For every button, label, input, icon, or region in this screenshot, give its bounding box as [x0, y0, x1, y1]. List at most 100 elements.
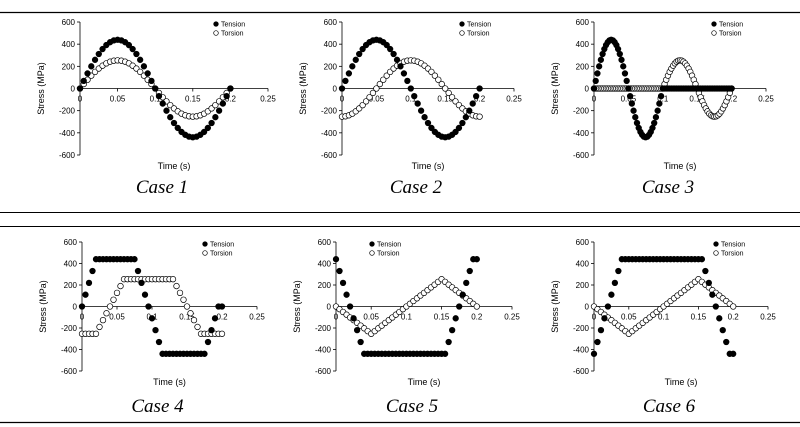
torsion-point — [96, 323, 103, 331]
y-tick-label: 600 — [576, 18, 590, 27]
tension-point — [356, 50, 363, 58]
tension-point — [459, 119, 466, 127]
legend-label-tension: Tension — [719, 22, 743, 29]
y-tick-label: 0 — [585, 303, 590, 312]
legend-marker-tension — [202, 241, 208, 247]
y-tick-label: -400 — [59, 129, 76, 138]
legend-marker-torsion — [202, 250, 208, 256]
tension-point — [626, 92, 634, 100]
y-axis-label: Stress (MPa) — [292, 280, 302, 333]
tension-point — [383, 41, 390, 49]
x-tick-label: 0.2 — [216, 313, 228, 322]
x-tick-label: 0.25 — [760, 313, 776, 322]
y-axis-label: Stress (MPa) — [550, 62, 560, 115]
tension-point — [623, 77, 630, 85]
x-tick-label: 0.15 — [437, 95, 453, 104]
tension-point — [78, 303, 86, 310]
x-tick-label: 0.25 — [249, 313, 265, 322]
y-tick-label: 0 — [585, 85, 590, 94]
legend-label-torsion: Torsion — [210, 251, 233, 258]
x-axis-label: Time (s) — [153, 377, 186, 387]
legend-label-torsion: Torsion — [467, 31, 490, 38]
x-tick-label: 0 — [592, 95, 597, 104]
torsion-point — [366, 94, 373, 101]
tension-point — [82, 291, 89, 298]
y-tick-label: -600 — [573, 367, 590, 376]
tension-point — [152, 327, 159, 334]
tension-point — [167, 114, 174, 121]
series-tension — [76, 36, 234, 141]
tension-point — [159, 100, 166, 107]
panel-caption: Case 2 — [390, 177, 443, 198]
series-tension — [590, 256, 737, 357]
tension-point — [621, 70, 629, 77]
y-tick-label: 600 — [324, 18, 338, 27]
torsion-point — [369, 89, 377, 97]
legend-label-tension: Tension — [221, 22, 245, 29]
torsion-point — [92, 330, 100, 337]
legend-marker-torsion — [213, 30, 219, 36]
y-tick-label: -600 — [61, 367, 78, 376]
tension-point — [469, 100, 476, 107]
torsion-point — [194, 323, 201, 331]
panel-caption: Case 3 — [642, 177, 694, 198]
tension-point — [455, 124, 463, 132]
tension-point — [85, 279, 93, 287]
tension-point — [632, 114, 639, 121]
tension-point — [456, 303, 463, 310]
torsion-point — [376, 80, 383, 88]
torsion-point — [190, 317, 198, 324]
y-axis-label: Stress (MPa) — [550, 280, 560, 333]
y-tick-label: -600 — [321, 151, 338, 160]
tension-point — [597, 56, 605, 63]
x-tick-label: 0.05 — [363, 313, 379, 322]
tension-point — [353, 327, 361, 334]
y-tick-label: -200 — [573, 324, 590, 333]
y-axis-label: Stress (MPa) — [36, 62, 46, 115]
x-tick-label: 0.1 — [405, 95, 417, 104]
torsion-point — [176, 289, 184, 296]
tension-point — [155, 338, 163, 346]
tension-point — [163, 107, 170, 114]
tension-point — [145, 303, 152, 310]
tension-point — [352, 56, 359, 63]
x-tick-label: 0.05 — [621, 95, 637, 104]
x-tick-label: 0 — [80, 313, 85, 322]
tension-point — [211, 315, 219, 322]
tension-point — [590, 85, 598, 92]
legend-marker-tension — [213, 21, 219, 27]
tension-point — [141, 291, 149, 298]
tension-point — [174, 124, 181, 132]
legend-label-torsion: Torsion — [719, 31, 742, 38]
y-tick-label: 200 — [576, 62, 590, 71]
tension-point — [462, 114, 469, 121]
tension-point — [359, 45, 366, 53]
x-axis-label: Time (s) — [412, 161, 445, 171]
torsion-point — [110, 296, 117, 303]
tension-point — [338, 85, 346, 92]
legend-marker-tension — [713, 241, 719, 247]
tension-point — [592, 77, 599, 85]
y-tick-label: -200 — [573, 107, 590, 116]
x-tick-label: 0.2 — [728, 313, 740, 322]
tension-point — [204, 338, 212, 346]
x-tick-label: 0.1 — [401, 313, 413, 322]
torsion-point — [435, 76, 442, 83]
x-tick-label: 0 — [78, 95, 83, 104]
panel-caption: Case 5 — [386, 396, 438, 417]
x-tick-label: 0.1 — [658, 313, 670, 322]
tension-point — [421, 114, 428, 121]
tension-point — [728, 85, 735, 92]
tension-point — [449, 327, 456, 334]
tension-point — [349, 63, 356, 70]
tension-point — [428, 124, 435, 132]
x-tick-label: 0.1 — [657, 95, 669, 104]
legend-marker-tension — [459, 21, 465, 27]
tension-point — [596, 63, 603, 70]
x-tick-label: 0.2 — [726, 95, 738, 104]
tension-point — [590, 350, 598, 357]
tension-point — [134, 267, 142, 275]
tension-point — [346, 303, 354, 310]
legend-label-torsion: Torsion — [221, 31, 244, 38]
